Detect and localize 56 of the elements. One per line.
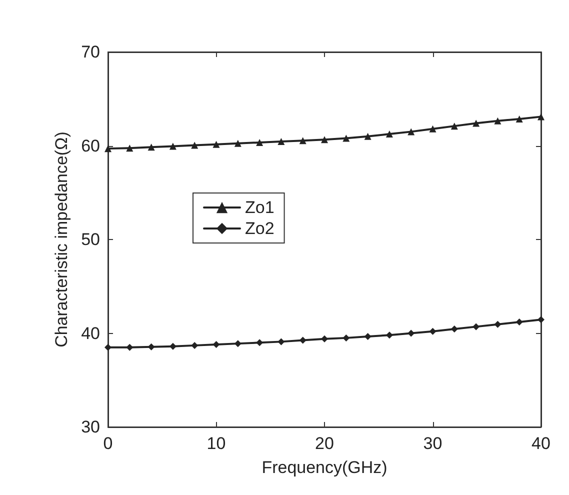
x-tick-label: 30 <box>423 434 442 453</box>
point <box>212 341 220 348</box>
point <box>342 134 350 142</box>
y-tick-label: 60 <box>81 136 100 156</box>
point <box>212 140 220 148</box>
point <box>126 144 134 152</box>
point <box>299 137 306 144</box>
y-axis-title: Characteristic impedance(Ω) <box>52 132 72 348</box>
point <box>126 344 134 351</box>
point <box>104 145 112 152</box>
point <box>386 332 393 339</box>
point <box>342 334 350 342</box>
point <box>299 336 306 344</box>
point <box>278 138 285 146</box>
point <box>191 342 198 349</box>
x-axis-title: Frequency(GHz) <box>262 458 388 477</box>
point <box>256 339 264 346</box>
point <box>191 142 198 149</box>
point <box>538 113 544 120</box>
point <box>234 140 242 147</box>
x-tick-label: 0 <box>103 434 113 453</box>
point <box>148 144 155 151</box>
point <box>538 316 544 324</box>
point <box>364 132 372 140</box>
point <box>516 116 523 123</box>
point <box>278 338 285 346</box>
point <box>408 128 415 136</box>
point <box>169 142 176 150</box>
point <box>386 130 393 138</box>
point <box>408 330 415 337</box>
point <box>429 328 436 335</box>
point <box>516 318 523 326</box>
point <box>169 342 176 350</box>
point <box>450 122 458 130</box>
legend-label: Zo1 <box>245 198 274 217</box>
y-tick-label: 50 <box>81 230 100 249</box>
point <box>429 125 436 132</box>
point <box>494 117 502 124</box>
point <box>472 120 480 127</box>
y-tick-label: 70 <box>81 42 100 62</box>
y-tick-label: 40 <box>81 324 100 343</box>
point <box>321 335 328 342</box>
point <box>234 340 242 348</box>
x-tick-label: 10 <box>206 434 226 453</box>
point <box>450 326 458 333</box>
x-tick-label: 20 <box>315 434 334 453</box>
point <box>321 136 328 144</box>
point <box>256 138 264 146</box>
point <box>104 344 112 351</box>
legend-label: Zo2 <box>245 219 274 238</box>
point <box>494 320 502 328</box>
point <box>472 323 480 330</box>
point <box>364 333 372 340</box>
point <box>148 343 155 350</box>
y-tick-label: 30 <box>81 418 100 436</box>
x-tick-label: 40 <box>532 434 550 453</box>
